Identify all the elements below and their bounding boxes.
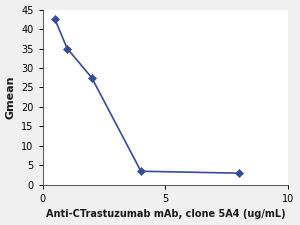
X-axis label: Anti-CTrastuzumab mAb, clone 5A4 (ug/mL): Anti-CTrastuzumab mAb, clone 5A4 (ug/mL) (46, 209, 285, 219)
Y-axis label: Gmean: Gmean (6, 75, 16, 119)
